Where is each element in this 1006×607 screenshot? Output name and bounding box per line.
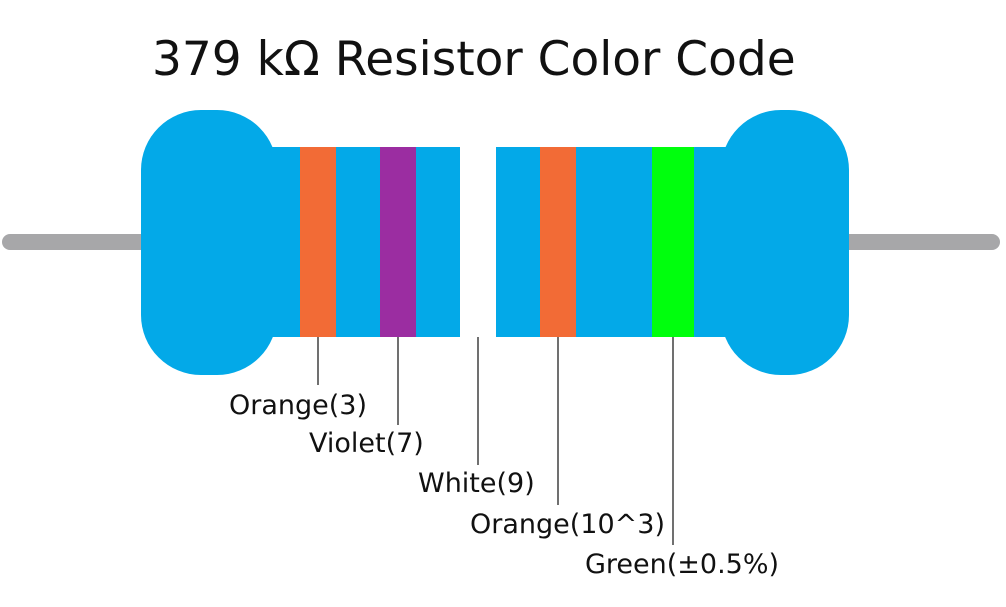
band-label-3: White(9)	[418, 468, 535, 499]
band-label-5: Green(±0.5%)	[585, 549, 780, 580]
band-4	[540, 147, 576, 337]
band-1	[300, 147, 336, 337]
band-label-1: Orange(3)	[229, 390, 368, 421]
page-title: 379 kΩ Resistor Color Code	[152, 32, 796, 87]
band-3	[460, 147, 496, 337]
band-5	[652, 147, 694, 337]
band-2	[380, 147, 416, 337]
band-label-2: Violet(7)	[309, 428, 424, 459]
band-label-4: Orange(10^3)	[470, 509, 665, 540]
